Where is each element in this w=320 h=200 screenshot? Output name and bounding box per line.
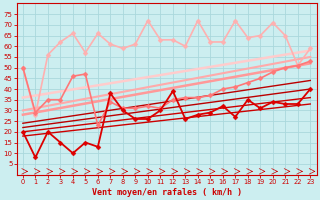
X-axis label: Vent moyen/en rafales ( km/h ): Vent moyen/en rafales ( km/h ) xyxy=(92,188,242,197)
